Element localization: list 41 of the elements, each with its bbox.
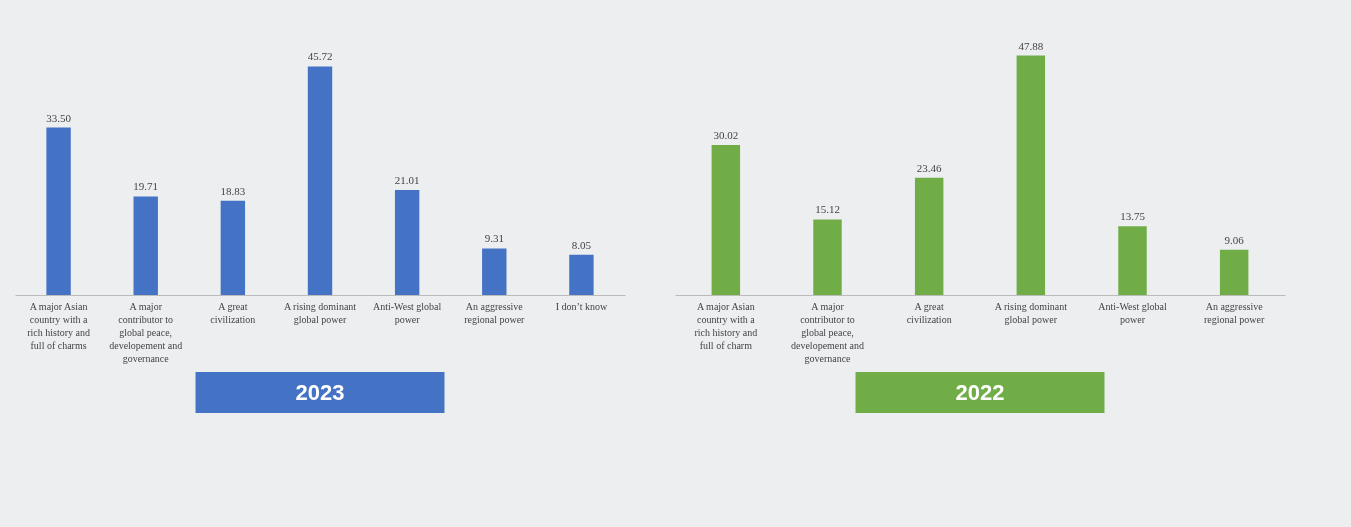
- x-tick-label: I don’t know: [555, 300, 608, 312]
- bar: [711, 144, 741, 295]
- data-label: 15.12: [815, 203, 840, 216]
- bar: [46, 127, 71, 295]
- x-tick-label: A major Asian country with a rich history and full of charms: [27, 300, 90, 351]
- bar: [1118, 226, 1147, 295]
- data-label: 21.01: [394, 173, 420, 186]
- data-label: 19.71: [133, 180, 159, 193]
- bar: [569, 254, 594, 295]
- x-tick-label: A great civilization: [210, 300, 256, 325]
- x-tick-label: Anti-West global power: [372, 300, 442, 325]
- text: 2023: [295, 380, 345, 405]
- data-label: 33.50: [46, 111, 72, 124]
- x-tick-label: Anti-West global power: [1098, 300, 1167, 325]
- x-tick-label: An aggressive regional power: [464, 300, 526, 325]
- data-label: 45.72: [307, 50, 333, 63]
- x-tick-label: A major contributor to global peace, developement and governance: [109, 300, 183, 364]
- data-label: 13.75: [1120, 210, 1146, 223]
- data-label: 8.05: [571, 238, 592, 251]
- bar: [394, 189, 420, 295]
- bar: [1219, 249, 1249, 295]
- bar: [1016, 55, 1046, 295]
- x-tick-label: A major contributor to global peace, developement and governance: [790, 300, 865, 364]
- x-tick-label: A rising dominant global power: [994, 300, 1068, 325]
- bar: [220, 200, 246, 295]
- data-label: 30.02: [713, 128, 739, 141]
- data-label: 18.83: [220, 184, 246, 197]
- text: 2022: [955, 380, 1005, 405]
- bar: [482, 248, 507, 295]
- x-tick-label: A rising dominant global power: [283, 300, 357, 325]
- bar: [813, 219, 842, 295]
- data-label: 9.31: [484, 232, 504, 245]
- x-tick-label: A major Asian country with a rich history and full of charm: [694, 300, 758, 351]
- data-label: 9.06: [1224, 233, 1245, 246]
- data-label: 23.46: [916, 161, 943, 174]
- bar: [914, 177, 944, 295]
- x-tick-label: A great civilization: [906, 300, 952, 325]
- data-label: 47.88: [1018, 39, 1044, 52]
- bar: [307, 66, 333, 295]
- bar: [133, 196, 158, 295]
- x-tick-label: An aggressive regional power: [1204, 300, 1265, 325]
